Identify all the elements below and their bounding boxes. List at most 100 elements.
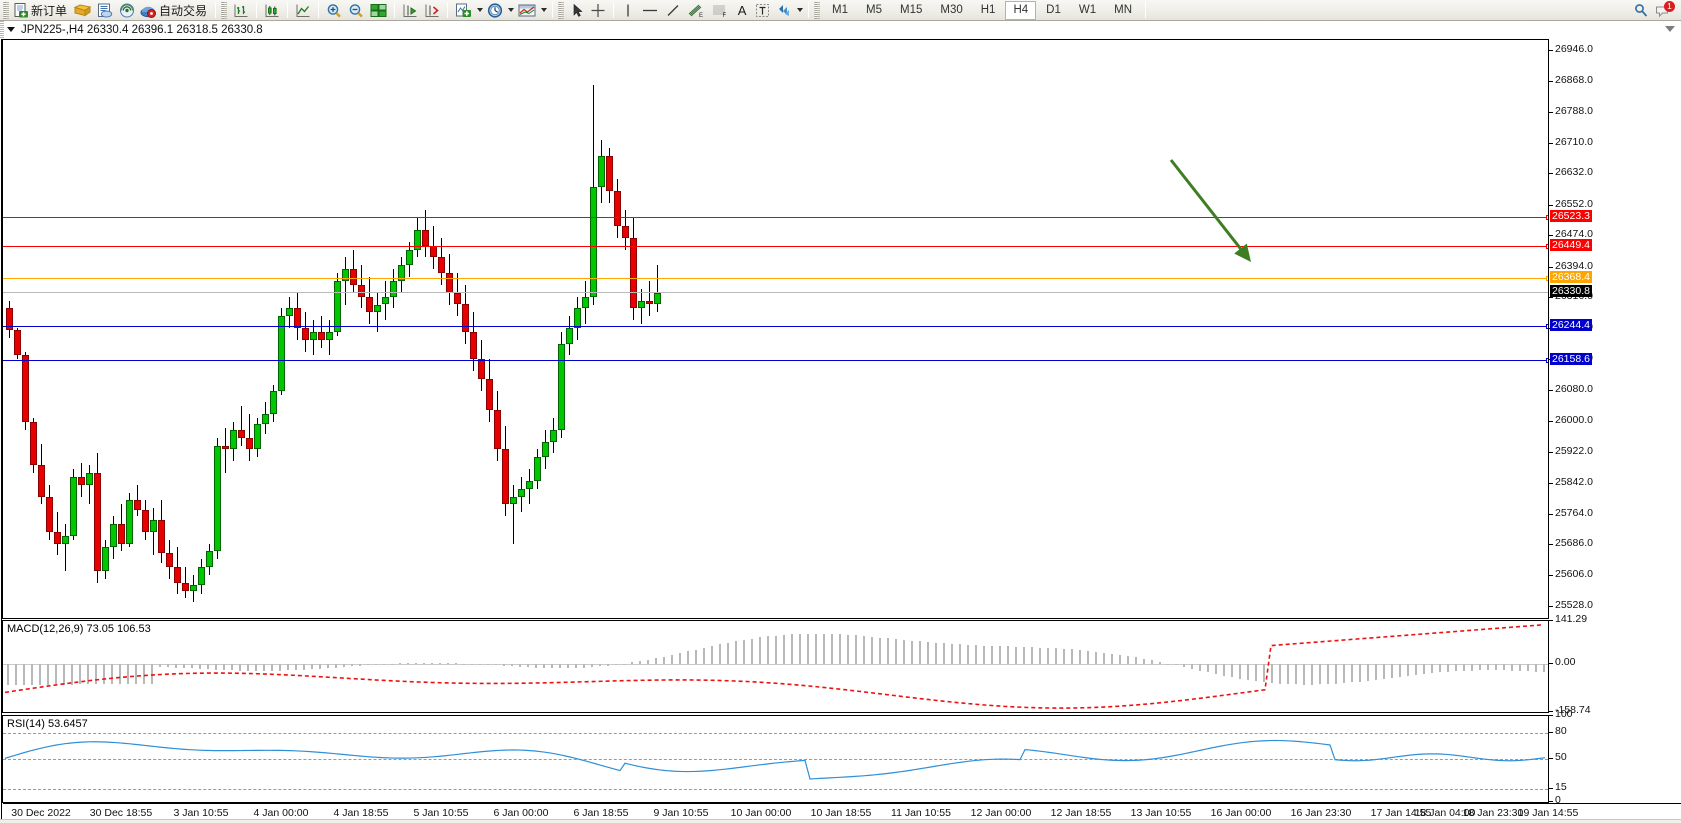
timeframe-button-mn[interactable]: MN bbox=[1114, 4, 1132, 16]
down-trend-arrow[interactable] bbox=[1157, 146, 1265, 276]
cursor-button[interactable] bbox=[567, 1, 587, 20]
macd-histogram-bar bbox=[967, 644, 969, 664]
candlestick bbox=[285, 296, 293, 328]
rsi-axis-tick bbox=[1549, 788, 1553, 790]
auto-scroll-button[interactable] bbox=[399, 1, 421, 20]
pivot-line-handle[interactable] bbox=[1546, 275, 1548, 281]
arrows-button[interactable] bbox=[773, 1, 795, 20]
timeframe-button-m5[interactable]: M5 bbox=[866, 4, 882, 16]
line-chart-button[interactable] bbox=[292, 1, 314, 20]
trendline-button[interactable] bbox=[662, 1, 684, 20]
navigator-button[interactable] bbox=[116, 1, 138, 20]
time-axis-label: 6 Jan 00:00 bbox=[493, 807, 549, 819]
macd-histogram-bar bbox=[1543, 663, 1545, 673]
candlestick bbox=[37, 443, 45, 505]
candle-body bbox=[493, 410, 501, 450]
macd-histogram-bar bbox=[791, 634, 793, 664]
chart-menu-caret-icon[interactable] bbox=[7, 27, 15, 32]
templates-button[interactable] bbox=[515, 1, 539, 20]
autotrading-button[interactable]: 自动交易 bbox=[138, 1, 211, 20]
period-dropdown-arrow[interactable] bbox=[506, 1, 515, 20]
toolbar-grip-2[interactable] bbox=[221, 1, 228, 19]
equidistant-channel-button[interactable]: E bbox=[684, 1, 708, 20]
price-axis[interactable]: 26946.0 26868.0 26788.0 26710.0 26632.0 26552… bbox=[1549, 39, 1681, 619]
search-icon bbox=[1633, 3, 1649, 18]
price-axis-label: 26632.0 bbox=[1555, 166, 1593, 179]
support-line-2-handle[interactable] bbox=[1546, 357, 1548, 363]
macd-histogram-bar bbox=[1303, 663, 1305, 685]
text-button[interactable]: A bbox=[732, 1, 752, 20]
candlestick-chart-button[interactable] bbox=[261, 1, 283, 20]
toolbar-grip-4[interactable] bbox=[814, 1, 821, 19]
arrows-dropdown-arrow[interactable] bbox=[795, 1, 804, 20]
macd-histogram-bar bbox=[47, 663, 49, 685]
price-axis-label: 26474.0 bbox=[1555, 228, 1593, 241]
timeframe-button-h4[interactable]: H4 bbox=[1005, 0, 1037, 20]
chart-titlebar-grip[interactable] bbox=[0, 20, 4, 39]
candle-body bbox=[13, 329, 21, 356]
chart-collapse-caret-icon[interactable] bbox=[1665, 26, 1675, 32]
macd-histogram-bar bbox=[119, 663, 121, 685]
timeframe-button-m1[interactable]: M1 bbox=[832, 4, 849, 16]
timeframe-button-h1[interactable]: H1 bbox=[980, 4, 996, 16]
macd-histogram-bar bbox=[1391, 663, 1393, 678]
tile-windows-button[interactable] bbox=[367, 1, 390, 20]
timeframe-button-w1[interactable]: W1 bbox=[1078, 4, 1097, 16]
chart-shift-button[interactable] bbox=[421, 1, 443, 20]
message-button[interactable]: 1 bbox=[1652, 0, 1675, 20]
zoom-in-button[interactable] bbox=[323, 1, 345, 20]
macd-histogram-bar bbox=[567, 663, 569, 669]
timeframe-button-m15[interactable]: M15 bbox=[900, 4, 923, 16]
macd-histogram-bar bbox=[207, 663, 209, 670]
crosshair-button[interactable] bbox=[587, 1, 609, 20]
resistance-line-2-handle[interactable] bbox=[1546, 243, 1548, 249]
horizontal-line-button[interactable] bbox=[638, 1, 662, 20]
resistance-line-2[interactable] bbox=[3, 245, 1548, 247]
vertical-line-button[interactable] bbox=[618, 1, 638, 20]
time-axis[interactable]: 30 Dec 2022 30 Dec 18:55 3 Jan 10:55 4 Jan … bbox=[3, 803, 1681, 822]
fibonacci-retracement-button[interactable]: F bbox=[708, 1, 732, 20]
macd-histogram-bar bbox=[1271, 663, 1273, 683]
templates-dropdown-arrow[interactable] bbox=[539, 1, 548, 20]
candle-body bbox=[205, 551, 213, 568]
macd-histogram-bar bbox=[183, 663, 185, 669]
autotrading-label: 自动交易 bbox=[159, 3, 208, 18]
resistance-line-1-handle[interactable] bbox=[1546, 215, 1548, 220]
rsi-axis: 100 80 50 15 0 bbox=[1549, 709, 1681, 806]
text-label-button[interactable] bbox=[752, 1, 773, 20]
candle-body bbox=[261, 414, 269, 424]
timeframe-button-d1[interactable]: D1 bbox=[1046, 4, 1061, 16]
macd-histogram-bar bbox=[759, 637, 761, 664]
support-line-1[interactable] bbox=[3, 326, 1548, 328]
new-order-button[interactable]: 新订单 bbox=[12, 1, 71, 20]
price-plot-area[interactable] bbox=[2, 39, 1549, 619]
support-line-1-handle[interactable] bbox=[1546, 324, 1548, 330]
period-button[interactable] bbox=[484, 1, 506, 20]
macd-histogram-bar bbox=[647, 659, 649, 664]
search-button[interactable] bbox=[1630, 1, 1652, 20]
toolbar-grip-3[interactable] bbox=[558, 1, 565, 19]
resistance-line-1[interactable] bbox=[3, 217, 1548, 218]
rsi-pane[interactable]: RSI(14) 53.6457 100 80 50 15 0 bbox=[2, 709, 1681, 806]
candlestick bbox=[165, 539, 173, 579]
candle-body bbox=[21, 355, 29, 423]
timeframe-button-m30[interactable]: M30 bbox=[940, 4, 963, 16]
bar-chart-button[interactable] bbox=[230, 1, 252, 20]
candlestick bbox=[637, 288, 645, 325]
price-pane[interactable]: 26946.0 26868.0 26788.0 26710.0 26632.0 26552… bbox=[2, 39, 1681, 619]
rsi-axis-label: 100 bbox=[1555, 708, 1573, 720]
pivot-line[interactable] bbox=[3, 277, 1548, 279]
candle-body bbox=[421, 230, 429, 246]
metaeditor-button[interactable] bbox=[94, 1, 116, 20]
support-line-2[interactable] bbox=[3, 359, 1548, 361]
zoom-out-button[interactable] bbox=[345, 1, 367, 20]
macd-plot-area[interactable]: MACD(12,26,9) 73.05 106.53 bbox=[2, 620, 1549, 713]
rsi-plot-area[interactable]: RSI(14) 53.6457 bbox=[2, 715, 1549, 803]
macd-histogram-bar bbox=[1015, 646, 1017, 664]
indicators-button[interactable] bbox=[452, 1, 475, 20]
macd-pane[interactable]: MACD(12,26,9) 73.05 106.53 141.29 0.00 -15… bbox=[2, 614, 1681, 716]
expert-advisors-button[interactable] bbox=[71, 1, 94, 20]
toolbar-grip-1[interactable] bbox=[3, 1, 9, 19]
candlestick bbox=[629, 218, 637, 321]
indicators-dropdown-arrow[interactable] bbox=[475, 1, 484, 20]
